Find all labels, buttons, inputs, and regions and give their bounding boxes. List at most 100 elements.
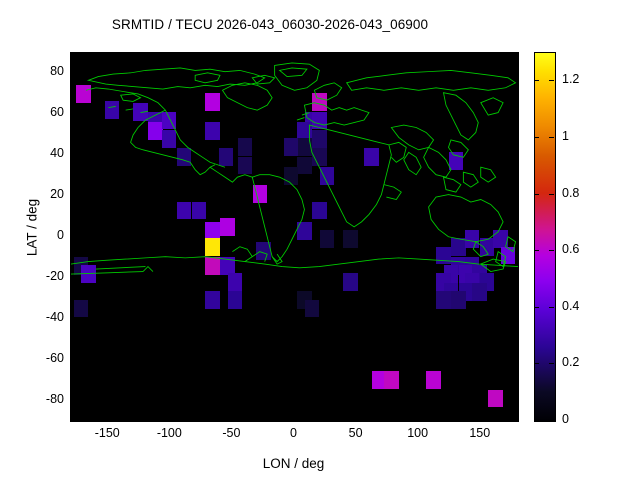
data-cell <box>319 230 334 248</box>
data-cell <box>436 246 451 265</box>
x-tick-label: -50 <box>222 426 241 440</box>
x-tick-label: 0 <box>290 426 297 440</box>
colorbar-tick-label: 1.2 <box>562 72 580 87</box>
colorbar-tick-label: 0.8 <box>562 185 580 200</box>
y-tick <box>513 154 518 156</box>
data-cell <box>205 256 220 275</box>
x-tick-label: 100 <box>407 426 429 440</box>
y-tick <box>70 317 75 319</box>
x-tick <box>417 52 419 57</box>
data-cell <box>161 129 177 148</box>
y-tick <box>70 72 75 74</box>
colorbar-tick <box>549 193 554 195</box>
data-cell <box>176 201 192 220</box>
colorbar-tick <box>534 136 539 138</box>
x-tick <box>231 52 233 57</box>
data-cell <box>343 273 358 291</box>
data-cell <box>237 156 253 175</box>
colorbar-tick-label: 0 <box>562 412 569 426</box>
data-cell <box>219 148 234 167</box>
data-cell <box>451 238 466 257</box>
data-cell <box>426 371 441 389</box>
y-tick <box>513 399 518 401</box>
y-tick-label: -40 <box>45 309 64 324</box>
colorbar-tick <box>534 420 539 421</box>
data-cell <box>104 101 120 120</box>
y-tick-label: -20 <box>45 268 64 283</box>
data-cell <box>205 121 220 140</box>
x-tick <box>479 415 481 420</box>
y-tick-label: -80 <box>45 391 64 406</box>
colorbar-tick <box>549 363 554 365</box>
y-tick <box>513 113 518 115</box>
colorbar-tick <box>534 306 539 308</box>
y-tick <box>70 399 75 401</box>
x-tick <box>417 415 419 420</box>
y-tick <box>70 236 75 237</box>
y-tick <box>70 195 75 197</box>
x-tick-label: 150 <box>469 426 491 440</box>
y-tick-label: 0 <box>57 228 64 242</box>
data-cell <box>488 389 503 408</box>
data-cell <box>297 221 312 240</box>
data-cell <box>81 264 96 283</box>
map-plot-area[interactable] <box>70 52 519 422</box>
colorbar-tick-label: 0.4 <box>562 298 580 313</box>
data-cell <box>472 283 487 302</box>
colorbar-tick <box>549 306 554 308</box>
data-cell <box>161 111 177 130</box>
data-cell <box>493 230 508 248</box>
x-tick-label: -100 <box>156 426 182 440</box>
data-cell <box>133 103 148 122</box>
data-cell <box>256 242 271 261</box>
y-tick-label: 40 <box>50 146 64 161</box>
y-tick-label: 80 <box>50 64 64 79</box>
data-cell <box>312 129 327 148</box>
y-tick <box>513 236 518 237</box>
data-cell <box>220 256 235 275</box>
x-tick <box>107 52 109 57</box>
data-cell <box>252 185 267 203</box>
colorbar-tick <box>534 250 539 252</box>
data-cell <box>451 291 466 310</box>
y-tick <box>513 72 518 74</box>
y-tick <box>70 276 75 278</box>
data-cell <box>227 291 243 310</box>
x-tick <box>293 415 295 420</box>
data-cell <box>237 138 253 156</box>
data-cell <box>371 371 387 389</box>
y-tick <box>513 195 518 197</box>
data-cell <box>205 291 220 310</box>
chart-title: SRMTID / TECU 2026-043_06030-2026-043_06… <box>111 17 429 32</box>
x-tick <box>169 52 171 57</box>
x-tick <box>231 415 233 420</box>
colorbar-tick <box>534 363 539 365</box>
x-tick-label: -150 <box>94 426 120 440</box>
data-cell <box>304 299 320 318</box>
colorbar <box>534 52 556 422</box>
y-tick <box>513 358 518 360</box>
data-cell-layer <box>71 53 518 421</box>
x-tick <box>169 415 171 420</box>
data-cell <box>205 93 220 111</box>
y-tick <box>70 113 75 115</box>
data-cell <box>479 238 495 257</box>
y-tick <box>513 317 518 319</box>
data-cell <box>220 217 235 236</box>
x-tick-label: 50 <box>348 426 363 440</box>
data-cell <box>464 230 480 248</box>
x-tick <box>107 415 109 420</box>
colorbar-tick-label: 1 <box>562 128 569 143</box>
data-cell <box>343 230 358 248</box>
x-tick <box>479 52 481 57</box>
data-cell <box>283 166 298 185</box>
data-cell <box>297 138 312 156</box>
data-cell <box>297 156 312 175</box>
y-tick-label: 20 <box>50 187 64 202</box>
data-cell <box>176 148 192 167</box>
y-tick <box>513 276 518 278</box>
colorbar-tick <box>549 136 554 138</box>
data-cell <box>448 152 464 171</box>
data-cell <box>205 238 220 257</box>
colorbar-tick <box>549 80 554 82</box>
